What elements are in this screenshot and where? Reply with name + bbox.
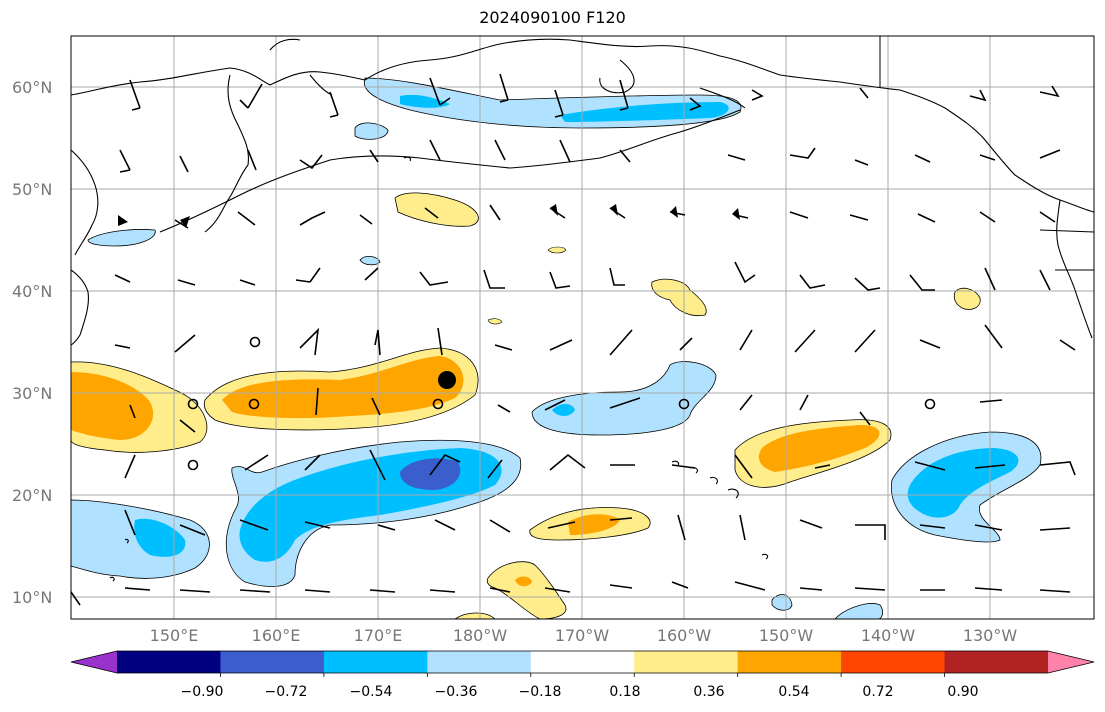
colorbar-outline [70,650,1095,674]
lon-label-170e: 170°E [353,626,403,645]
lat-label-50n: 50°N [12,180,53,199]
lon-label-150e: 150°E [149,626,199,645]
fill-positive-40n [651,278,707,317]
colorbar-segment [737,651,842,673]
lat-label-60n: 60°N [12,78,53,97]
lon-label-150w: 150°W [758,626,814,645]
lat-label-40n: 40°N [12,282,53,301]
wind-flags [118,204,740,228]
lon-label-130w: 130°W [962,626,1018,645]
fill-negative-bottom-2 [834,603,884,619]
colorbar-tick-4: −0.36 [434,684,478,700]
fill-positive-small-1 [547,246,567,254]
fill-positive-bottom [486,561,567,619]
fill-positive-165w-core [568,514,620,535]
fill-positive-bottom-core [515,576,532,587]
fill-negative-alaska-core-2 [560,102,729,122]
fill-positive-small-2 [487,318,503,325]
colorbar-extend-high [1048,651,1094,673]
fill-negative-small-2 [359,256,381,266]
lon-label-160w: 160°W [656,626,712,645]
colorbar-tick-3: −0.54 [349,684,393,700]
fill-positive-bottom-2 [454,612,496,619]
lon-label-160e: 160°E [251,626,301,645]
colorbar-segment [530,651,635,673]
fill-positive-48n [394,192,479,227]
colorbar-segment [323,651,428,673]
map-title: 2024090100 F120 [479,8,626,27]
colorbar-tick-8: 0.54 [778,684,810,700]
lon-label-140w: 140°W [860,626,916,645]
colorbar-tick-2: −0.72 [264,684,308,700]
fill-negative-kamchatka [87,229,156,247]
colorbar-tick-1: −0.90 [180,684,224,700]
colorbar-tick-6: 0.18 [609,684,641,700]
colorbar-segment [117,651,221,673]
colorbar-tick-9: 0.72 [862,684,894,700]
fill-positive-west-core [71,372,154,440]
fill-positive-150w-core [758,425,880,472]
fill-negative-alaska-core [400,94,450,108]
colorbar-segment [841,651,946,673]
fill-negative-small-1 [354,122,389,140]
fill-negative-165w-core [552,404,575,416]
lat-label-30n: 30°N [12,384,53,403]
coastlines [71,38,1094,582]
fill-negative-165w [531,361,717,436]
fill-negative-west-core [134,518,186,557]
calm-circles [187,336,936,471]
anomaly-fills [71,77,1042,619]
lon-label-180w: 180°W [452,626,508,645]
colorbar [70,650,1095,677]
map-content [71,36,1094,619]
fill-positive-central-core [222,356,464,419]
map-frame [70,35,1095,620]
colorbar-segment [944,651,1049,673]
gridlines [71,36,1094,619]
fill-negative-bottom-1 [771,594,793,611]
colorbar-segment [427,651,532,673]
colorbar-extend-low [71,651,117,673]
lon-label-170w: 170°W [554,626,610,645]
colorbar-tick-5: −0.18 [518,684,562,700]
storm-marker [438,371,456,389]
lat-label-10n: 10°N [12,588,53,607]
boundaries [879,36,1094,271]
colorbar-tick-7: 0.36 [693,684,725,700]
lat-label-20n: 20°N [12,486,53,505]
colorbar-segment [220,651,325,673]
fill-negative-east-core [907,448,1019,518]
colorbar-tick-10: 0.90 [947,684,979,700]
colorbar-segment [634,651,739,673]
fill-positive-130w [953,287,981,310]
